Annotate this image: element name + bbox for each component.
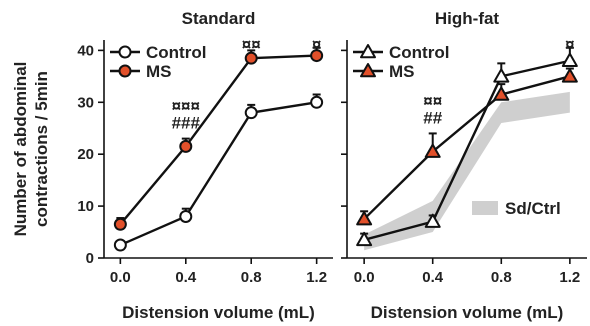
- point-ms: [493, 86, 510, 101]
- legend-marker-ms: [360, 63, 376, 78]
- x-tick-label: 0.0: [354, 269, 375, 286]
- point-ms: [244, 51, 258, 65]
- significance-mark: ¤: [312, 35, 321, 54]
- point-control: [179, 209, 193, 223]
- y-tick-label: 0: [86, 250, 94, 267]
- legend-label-control: Control: [146, 43, 206, 62]
- point-control: [244, 106, 258, 120]
- x-tick-label: 0.4: [422, 269, 444, 286]
- significance-mark: ##: [423, 108, 442, 127]
- point-ms: [356, 211, 373, 226]
- significance-mark: ¤¤: [242, 35, 261, 54]
- panel-standard: Standard 0.0 0.4 0.8 1.2 0 10 20 30 40 Distension …: [11, 9, 333, 322]
- x-axis-title: Distension volume (mL): [371, 303, 564, 322]
- panel-title: High-fat: [435, 9, 500, 28]
- significance-mark: ¤¤¤: [172, 97, 200, 116]
- legend-marker-control: [118, 45, 132, 59]
- x-tick-label: 0.8: [241, 269, 262, 286]
- legend-marker-ms: [118, 64, 132, 78]
- y-axis-title-line1: Number of abdominal: [11, 62, 30, 237]
- band-legend-swatch: [472, 201, 498, 215]
- legend-marker-control: [360, 44, 376, 59]
- y-tick-label: 40: [77, 42, 94, 59]
- point-ms: [179, 139, 193, 153]
- series-line-ms: [363, 75, 571, 220]
- legend-label-ms: MS: [146, 62, 172, 81]
- point-ms: [424, 143, 441, 158]
- point-control: [356, 231, 373, 247]
- band-legend-label: Sd/Ctrl: [505, 199, 561, 218]
- x-tick-label: 1.2: [306, 269, 327, 286]
- x-tick-label: 0.8: [491, 269, 512, 286]
- point-ms: [310, 49, 324, 63]
- significance-mark: ¤¤: [423, 91, 442, 110]
- panel-title: Standard: [182, 9, 256, 28]
- significance-mark: ###: [172, 114, 201, 133]
- legend-label-control: Control: [389, 43, 449, 62]
- series-line-ms: [119, 54, 317, 226]
- x-tick-label: 0.4: [175, 269, 197, 286]
- point-control: [424, 213, 441, 228]
- series-line-control: [119, 101, 317, 247]
- point-control: [493, 68, 510, 83]
- point-ms: [561, 68, 578, 83]
- x-tick-label: 1.2: [559, 269, 580, 286]
- x-axis-title: Distension volume (mL): [122, 303, 315, 322]
- y-tick-label: 30: [77, 94, 94, 111]
- y-tick-label: 20: [77, 146, 94, 163]
- series-line-control: [363, 59, 571, 241]
- sd-ctrl-band: [364, 91, 570, 251]
- x-tick-label: 0.0: [110, 269, 131, 286]
- point-control: [113, 238, 127, 252]
- y-axis-title-line2: contractions / 5min: [32, 71, 51, 227]
- significance-mark: ¤: [565, 35, 574, 54]
- legend-label-ms: MS: [389, 62, 415, 81]
- y-axis-title: Number of abdominal contractions / 5min: [11, 62, 51, 237]
- y-tick-label: 10: [77, 198, 94, 215]
- point-control: [310, 95, 324, 109]
- point-ms: [113, 217, 127, 231]
- point-control: [561, 52, 578, 68]
- panel-high-fat: High-fat 0.0 0.4 0.8 1.2 Distension volume (m…: [341, 9, 587, 322]
